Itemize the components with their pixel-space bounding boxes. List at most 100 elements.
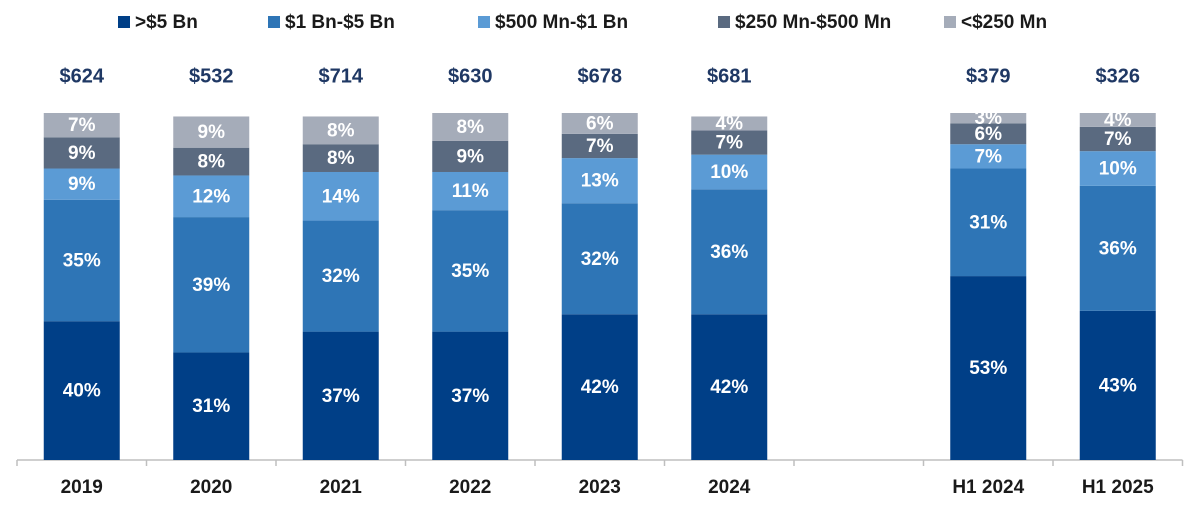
bar-segment (561, 203, 638, 315)
bar-segment (561, 158, 638, 204)
value-label: 31% (969, 212, 1007, 233)
value-label: 14% (322, 186, 360, 207)
value-label: 35% (63, 250, 101, 271)
bar-segment (302, 220, 379, 332)
value-label: 4% (716, 113, 744, 134)
value-label: 7% (68, 115, 96, 136)
bar-segment (43, 321, 120, 460)
legend-label: $250 Mn-$500 Mn (735, 12, 891, 33)
value-label: 7% (716, 133, 744, 154)
value-label: 7% (975, 146, 1003, 167)
bar-segment (432, 140, 509, 172)
value-label: 6% (975, 124, 1003, 145)
value-label: 9% (68, 174, 96, 195)
legend-label: $500 Mn-$1 Bn (495, 12, 628, 33)
value-label: 4% (1104, 110, 1132, 131)
bar-segment (1079, 113, 1156, 127)
bar-segment (173, 217, 250, 353)
total-label: $326 (1096, 65, 1141, 87)
bar-segment (302, 144, 379, 172)
value-label: 9% (198, 122, 226, 143)
x-tick-label: 2019 (61, 477, 103, 498)
x-tick-label: H1 2024 (952, 477, 1024, 498)
value-label: 32% (322, 266, 360, 287)
bar-segment (43, 113, 120, 138)
total-label: $714 (319, 65, 364, 87)
x-tick-label: 2024 (708, 477, 751, 498)
bar-segment (691, 314, 768, 460)
bar-segment (950, 144, 1027, 169)
bar-segment (691, 130, 768, 155)
bar-segment (432, 113, 509, 141)
bar-segment (1079, 126, 1156, 152)
legend-label: >$5 Bn (135, 12, 198, 33)
bar-segment (432, 171, 509, 211)
x-tick-label: 2023 (579, 477, 621, 498)
bar-segment (561, 133, 638, 159)
bar-segment (173, 147, 250, 176)
bar-segment (432, 331, 509, 460)
value-label: 8% (457, 117, 485, 138)
legend-label: $1 Bn-$5 Bn (285, 12, 395, 33)
value-label: 13% (581, 171, 619, 192)
value-label: 43% (1099, 375, 1137, 396)
value-label: 31% (192, 396, 230, 417)
x-tick-label: H1 2025 (1082, 477, 1154, 498)
value-label: 36% (710, 242, 748, 263)
value-label: 39% (192, 275, 230, 296)
bar-segment (173, 352, 250, 460)
x-tick-label: 2020 (190, 477, 232, 498)
value-label: 7% (1104, 129, 1132, 150)
bar-segment (302, 331, 379, 460)
bar-segment (1079, 151, 1156, 186)
bar-segment (43, 168, 120, 200)
total-label: $624 (60, 65, 105, 87)
value-label: 9% (457, 146, 485, 167)
bar-segment (1079, 185, 1156, 311)
bar-segment (43, 137, 120, 169)
value-label: 36% (1099, 238, 1137, 259)
total-label: $678 (578, 65, 623, 87)
value-label: 10% (710, 162, 748, 183)
legend-label: <$250 Mn (961, 12, 1047, 33)
value-label: 8% (327, 120, 355, 141)
value-label: 8% (327, 148, 355, 169)
bar-segment (1079, 310, 1156, 460)
total-label: $630 (448, 65, 493, 87)
value-label: 42% (581, 377, 619, 398)
total-label: $532 (189, 65, 234, 87)
value-label: 32% (581, 249, 619, 270)
value-label: 35% (451, 261, 489, 282)
legend-swatch (944, 16, 956, 28)
bar-segment (43, 199, 120, 322)
total-label: $681 (707, 65, 752, 87)
value-label: 3% (975, 108, 1003, 129)
bar-segment (302, 171, 379, 221)
value-label: 37% (451, 386, 489, 407)
value-label: 40% (63, 381, 101, 402)
bar-segment (950, 113, 1027, 124)
bar-segment (691, 189, 768, 315)
bar-segment (691, 154, 768, 190)
value-label: 37% (322, 386, 360, 407)
bar-segment (950, 276, 1027, 460)
legend-swatch (718, 16, 730, 28)
value-label: 8% (198, 152, 226, 173)
bar-segment (432, 210, 509, 332)
legend-swatch (478, 16, 490, 28)
legend-swatch (268, 16, 280, 28)
bar-segment (173, 175, 250, 218)
x-tick-label: 2021 (320, 477, 363, 498)
value-label: 6% (586, 113, 614, 134)
bar-segment (561, 314, 638, 460)
value-label: 7% (586, 136, 614, 157)
bar-segment (950, 168, 1027, 277)
value-label: 42% (710, 377, 748, 398)
value-label: 11% (452, 181, 489, 202)
total-label: $379 (966, 65, 1011, 87)
bar-segment (302, 116, 379, 145)
value-label: 12% (192, 186, 230, 207)
bar-segment (950, 123, 1027, 145)
bar-segment (173, 116, 250, 148)
